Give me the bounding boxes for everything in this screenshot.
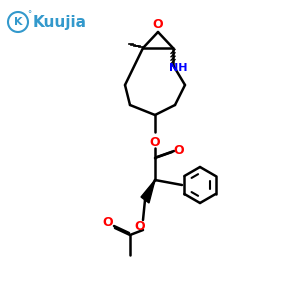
Text: NH: NH	[169, 63, 187, 73]
Text: K: K	[14, 17, 22, 27]
Text: Kuujia: Kuujia	[33, 14, 87, 29]
Text: O: O	[135, 220, 145, 232]
Polygon shape	[141, 180, 155, 203]
Text: O: O	[174, 143, 184, 157]
Text: O: O	[153, 19, 163, 32]
Text: °: °	[27, 11, 31, 20]
Text: O: O	[150, 136, 160, 149]
Text: O: O	[103, 217, 113, 230]
